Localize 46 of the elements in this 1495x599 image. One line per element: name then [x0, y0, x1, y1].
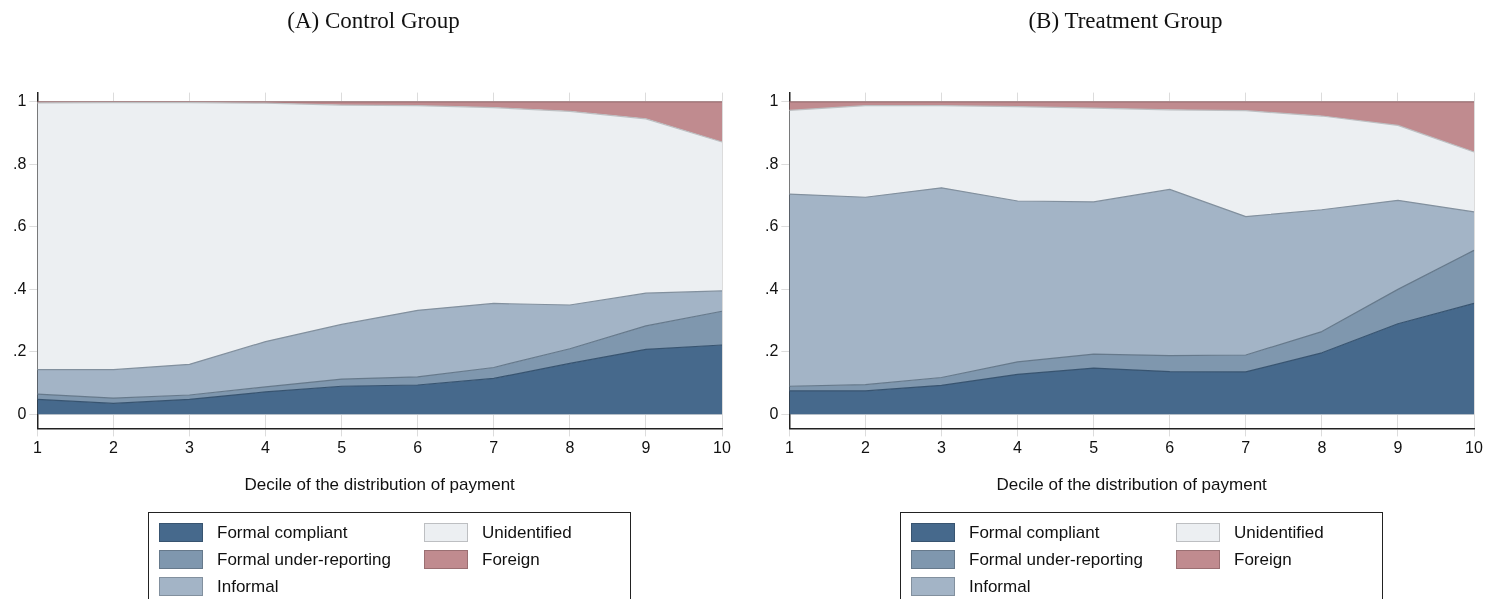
x-tick-label: 10 — [713, 439, 731, 457]
y-tick-label: .8 — [765, 154, 779, 172]
x-tick-label: 9 — [1393, 439, 1403, 457]
x-tick-label: 8 — [565, 439, 575, 457]
x-tick-label: 3 — [185, 439, 195, 457]
y-tick-label: .2 — [13, 342, 27, 360]
legend-label: Unidentified — [482, 522, 572, 543]
legend-label: Formal under-reporting — [217, 549, 391, 570]
x-tick-label: 10 — [1465, 439, 1483, 457]
x-tick-label: 7 — [1241, 439, 1251, 457]
x-tick-label: 2 — [108, 439, 118, 457]
x-axis-title: Decile of the distribution of payment — [996, 475, 1268, 495]
legend-label: Unidentified — [1234, 522, 1324, 543]
x-tick-label: 2 — [860, 439, 870, 457]
x-tick-label: 4 — [1013, 439, 1023, 457]
y-tick-label: .4 — [13, 279, 27, 297]
x-tick-label: 7 — [489, 439, 499, 457]
chart-title: (B) Treatment Group — [1027, 8, 1224, 34]
x-tick-label: 1 — [32, 439, 42, 457]
x-axis-title: Decile of the distribution of payment — [244, 475, 516, 495]
y-tick-label: 1 — [17, 92, 27, 110]
x-tick-label: 5 — [1089, 439, 1099, 457]
y-tick-label: .6 — [13, 217, 27, 235]
x-tick-label: 5 — [337, 439, 347, 457]
x-tick-label: 8 — [1317, 439, 1327, 457]
x-tick-label: 3 — [937, 439, 947, 457]
y-tick-label: 0 — [17, 404, 27, 422]
y-tick-label: .8 — [13, 154, 27, 172]
legend-label: Formal under-reporting — [969, 549, 1143, 570]
y-tick-label: 1 — [769, 92, 779, 110]
legend-label: Informal — [969, 576, 1031, 597]
y-tick-label: .6 — [765, 217, 779, 235]
y-tick-label: .4 — [765, 279, 779, 297]
legend-label: Informal — [217, 576, 279, 597]
x-tick-label: 1 — [784, 439, 794, 457]
y-tick-label: 0 — [769, 404, 779, 422]
legend-label: Foreign — [482, 549, 540, 570]
y-tick-label: .2 — [765, 342, 779, 360]
x-tick-label: 4 — [261, 439, 271, 457]
legend-label: Formal compliant — [969, 522, 1100, 543]
x-tick-label: 6 — [1165, 439, 1175, 457]
x-tick-label: 6 — [413, 439, 423, 457]
x-tick-label: 9 — [641, 439, 651, 457]
legend-label: Foreign — [1234, 549, 1292, 570]
legend-label: Formal compliant — [217, 522, 348, 543]
chart-title: (A) Control Group — [286, 8, 461, 34]
